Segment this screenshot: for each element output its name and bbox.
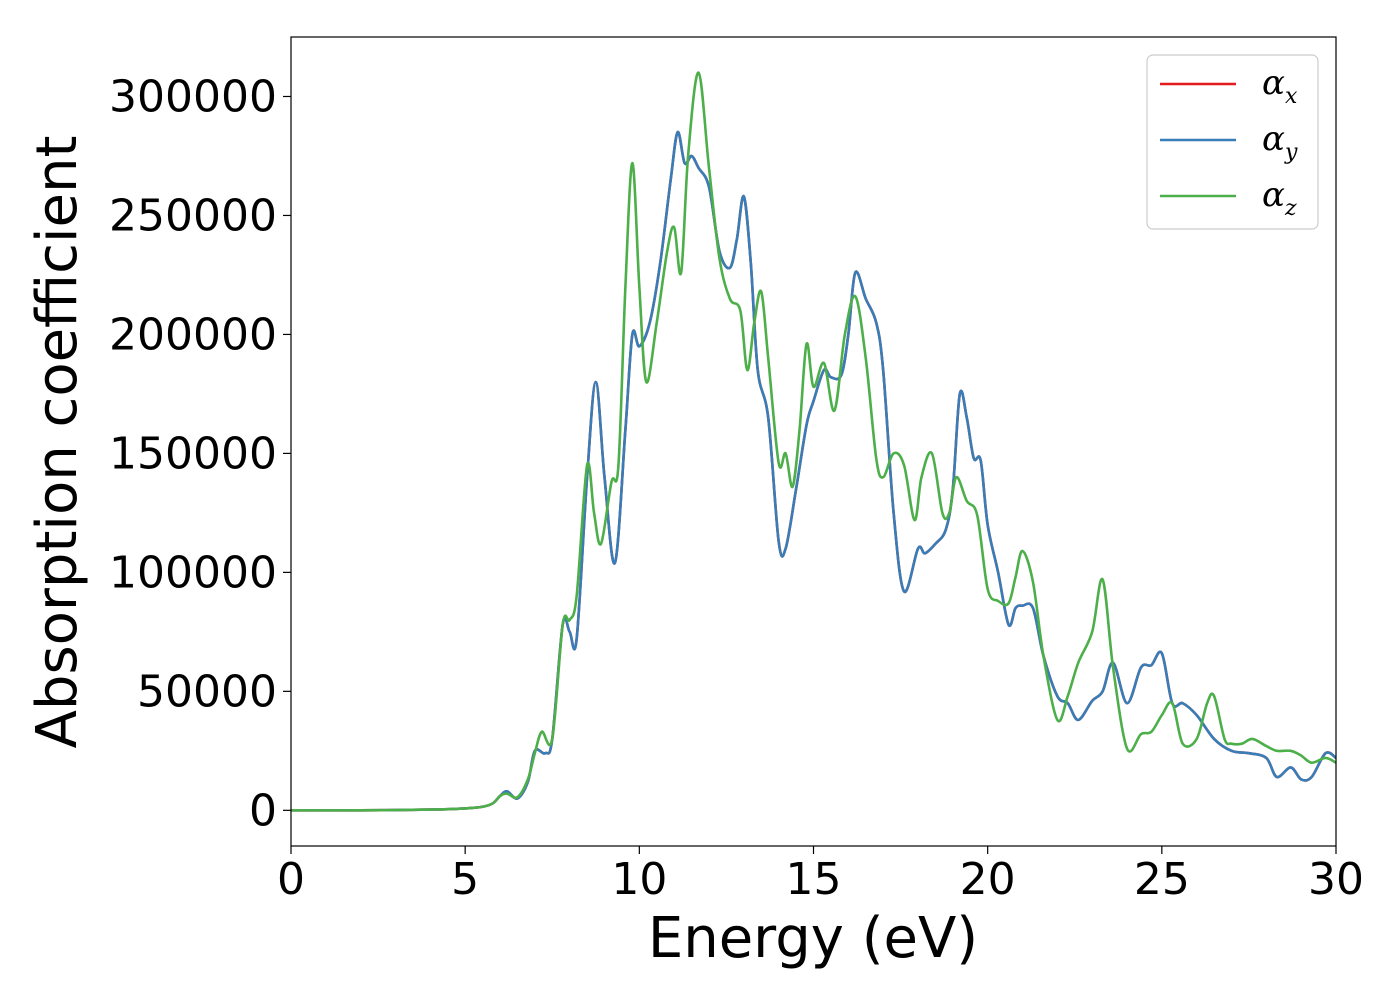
x-tick-label: 15: [786, 854, 842, 905]
y-axis-title: Absorption coefficient: [25, 136, 90, 749]
series-layer: [291, 71, 1336, 812]
y-tick-label: 0: [249, 785, 277, 836]
y-tick-label: 250000: [109, 190, 277, 241]
x-tick-label: 20: [960, 854, 1016, 905]
legend-box: [1146, 54, 1319, 230]
x-tick-label: 25: [1134, 854, 1190, 905]
y-tick-label: 100000: [109, 547, 277, 598]
series-line-z: [291, 71, 1336, 812]
y-axis: 0 50000 100000 150000 200000 250000 300000: [109, 71, 291, 836]
y-tick-label: 150000: [109, 428, 277, 479]
x-axis-title: Energy (eV): [648, 906, 978, 971]
x-tick-label: 5: [451, 854, 479, 905]
series-line-y: [291, 130, 1336, 812]
x-tick-label: 30: [1308, 854, 1364, 905]
x-axis: 0 5 10 15 20 25 30: [277, 846, 1364, 905]
x-tick-label: 0: [277, 854, 305, 905]
y-tick-label: 50000: [137, 666, 277, 717]
x-tick-label: 10: [611, 854, 667, 905]
y-tick-label: 300000: [109, 71, 277, 122]
y-tick-label: 200000: [109, 309, 277, 360]
